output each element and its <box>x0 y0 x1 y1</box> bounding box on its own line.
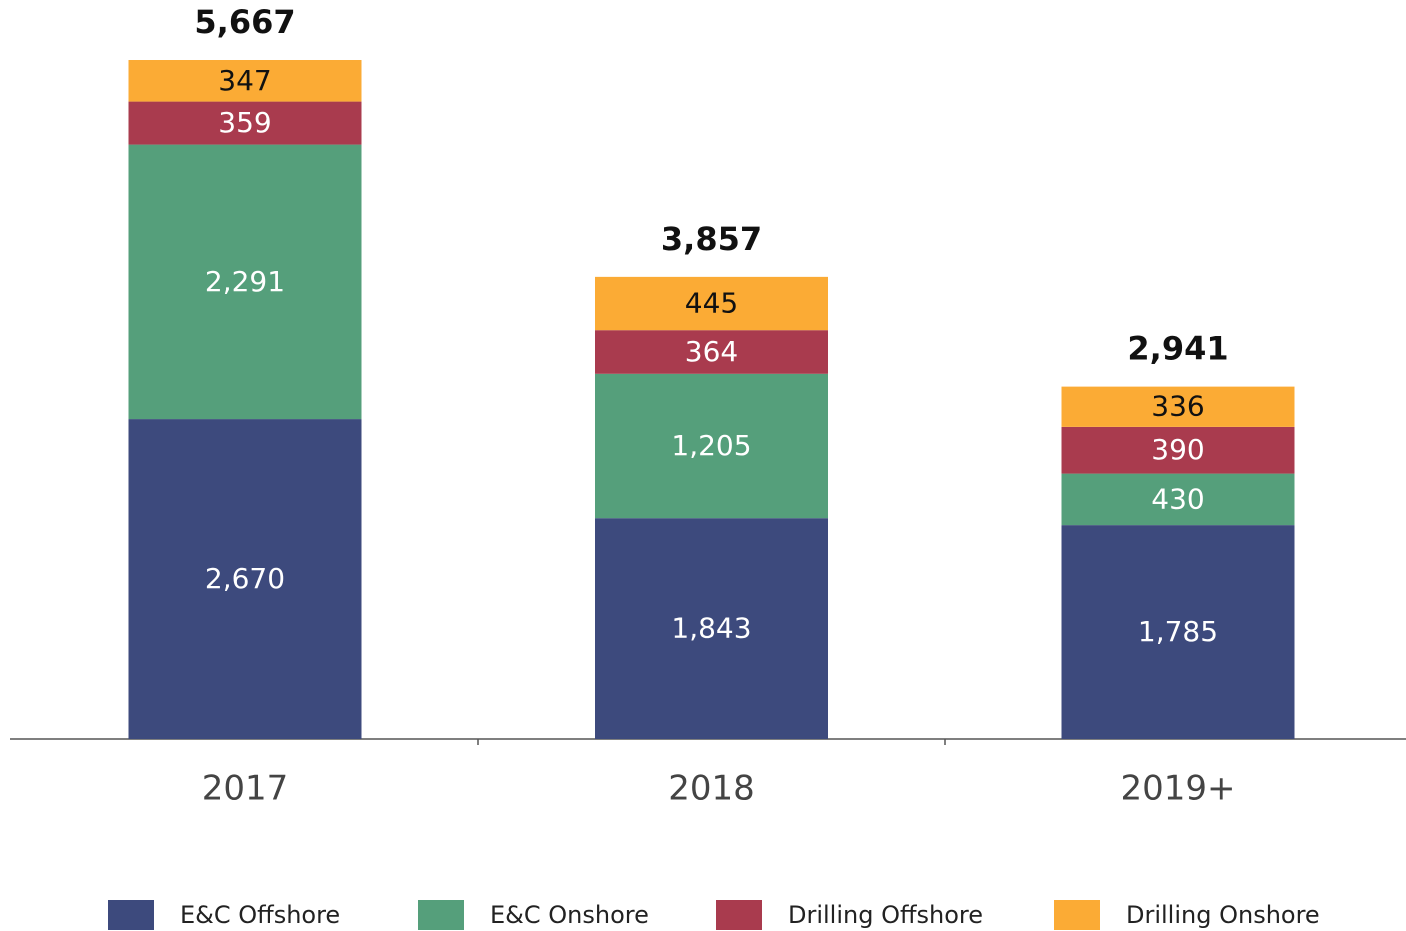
legend-swatch <box>716 900 762 930</box>
data-label: 430 <box>1151 482 1204 515</box>
total-label: 5,667 <box>194 3 295 41</box>
total-label: 3,857 <box>661 220 762 258</box>
bar-segment <box>1061 473 1295 526</box>
data-label: 347 <box>218 64 271 97</box>
bar-segment <box>128 60 362 102</box>
data-label: 1,843 <box>671 612 751 645</box>
bar-segment <box>1061 426 1295 474</box>
x-tick-label: 2018 <box>668 769 755 809</box>
data-label: 1,785 <box>1138 615 1218 648</box>
bar-segment <box>1061 525 1295 739</box>
data-label: 364 <box>685 335 738 368</box>
legend-label: E&C Onshore <box>490 901 649 929</box>
data-label: 359 <box>218 106 271 139</box>
legend-label: Drilling Onshore <box>1126 901 1320 929</box>
bar-segment <box>128 101 362 145</box>
bar-segment <box>595 373 828 519</box>
bar-segment <box>128 419 362 739</box>
legend-label: E&C Offshore <box>180 901 340 929</box>
bar-segment <box>1061 386 1295 427</box>
legend-label: Drilling Offshore <box>788 901 983 929</box>
data-label: 1,205 <box>671 429 751 462</box>
data-label: 2,670 <box>205 562 285 595</box>
x-tick-label: 2017 <box>202 769 289 809</box>
x-tick-label: 2019+ <box>1120 769 1235 809</box>
bar-segment <box>595 330 828 374</box>
bar-segment <box>128 144 362 420</box>
legend-swatch <box>1054 900 1100 930</box>
data-label: 336 <box>1151 390 1204 423</box>
total-label: 2,941 <box>1127 330 1228 368</box>
data-label: 445 <box>685 287 738 320</box>
legend-swatch <box>108 900 154 930</box>
data-label: 2,291 <box>205 265 285 298</box>
bar-segment <box>595 518 828 739</box>
bar-segment <box>595 276 828 331</box>
data-label: 390 <box>1151 433 1204 466</box>
legend-swatch <box>418 900 464 930</box>
